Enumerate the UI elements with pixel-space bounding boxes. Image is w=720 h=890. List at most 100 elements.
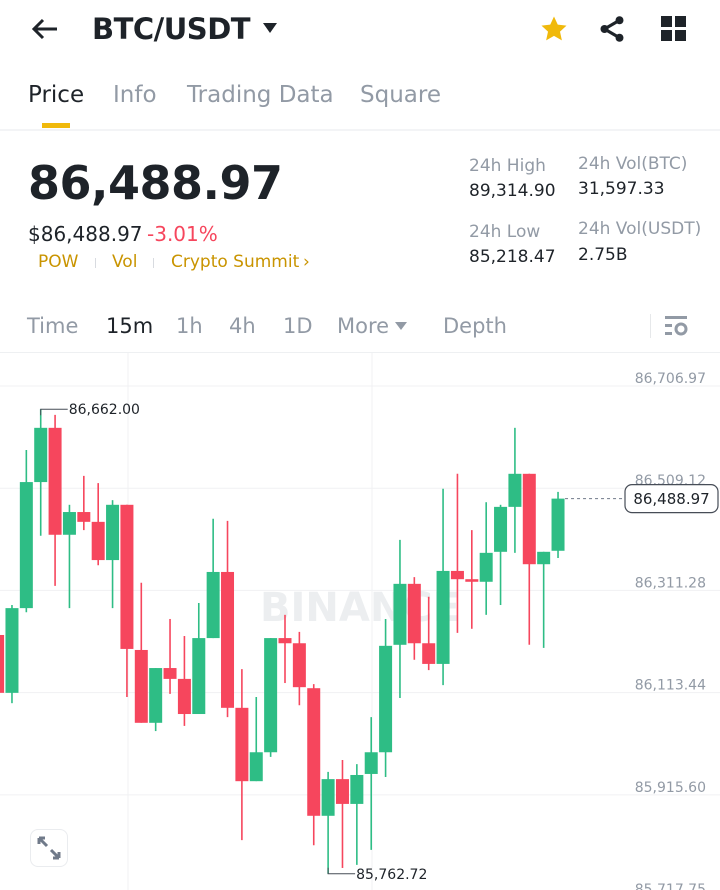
candle-body <box>5 608 19 693</box>
bearish-candle <box>235 669 249 841</box>
bearish-candle <box>407 577 421 660</box>
bearish-candle <box>221 520 235 718</box>
bearish-candle <box>91 483 105 566</box>
tag-pow[interactable]: POW <box>38 252 79 272</box>
bearish-candle <box>278 614 292 684</box>
divider <box>0 352 720 353</box>
candle-body <box>134 649 148 723</box>
candle-body <box>350 774 364 804</box>
fullscreen-button[interactable] <box>30 829 68 867</box>
low-marker-label: 85,762.72 <box>356 867 427 883</box>
more-caret-icon[interactable] <box>395 322 407 331</box>
candle-body <box>249 752 263 782</box>
interval-4h[interactable]: 4h <box>229 314 256 338</box>
divider <box>650 314 651 338</box>
candle-body <box>91 521 105 561</box>
high-label: 24h High <box>469 156 546 176</box>
interval-1h[interactable]: 1h <box>176 314 203 338</box>
candle-body <box>48 427 62 535</box>
depth-tab[interactable]: Depth <box>443 314 507 338</box>
candle-body <box>364 752 378 774</box>
tag-separator <box>95 258 96 268</box>
star-icon[interactable] <box>539 14 569 44</box>
interval-15m[interactable]: 15m <box>106 314 154 338</box>
bearish-candle <box>120 504 134 697</box>
interval-time[interactable]: Time <box>27 314 79 338</box>
candle-body <box>235 707 249 782</box>
candle-body <box>106 504 120 561</box>
candlestick-chart[interactable]: BINANCE 86,706.9786,509.1286,311.2886,11… <box>0 353 720 890</box>
tab-info[interactable]: Info <box>113 82 157 108</box>
low-label: 24h Low <box>469 222 541 242</box>
bullish-candle <box>5 605 19 704</box>
tab-square[interactable]: Square <box>360 82 441 108</box>
vol-usdt-value: 2.75B <box>578 245 628 265</box>
candle-body <box>192 638 206 715</box>
bullish-candle <box>106 500 120 609</box>
chart-settings-icon[interactable] <box>664 315 690 337</box>
candle-body <box>206 571 220 639</box>
bullish-candle <box>436 488 450 686</box>
expand-icon <box>37 836 61 860</box>
candle-body <box>335 779 349 804</box>
bullish-candle <box>149 668 163 732</box>
candle-body <box>177 678 191 715</box>
axis-label: 85,717.75 <box>635 882 706 890</box>
bullish-candle <box>350 764 364 865</box>
low-marker-line <box>327 867 356 875</box>
candle-body <box>422 643 436 664</box>
dropdown-caret-icon[interactable] <box>262 22 278 34</box>
candle-body <box>77 512 91 522</box>
low-value: 85,218.47 <box>469 247 556 267</box>
axis-label: 86,113.44 <box>635 678 706 694</box>
candle-body <box>393 583 407 645</box>
bearish-candle <box>77 475 91 531</box>
candle-body <box>551 498 565 551</box>
candle-body <box>450 570 464 580</box>
tab-price[interactable]: Price <box>28 82 85 108</box>
high-marker-label: 86,662.00 <box>69 402 140 418</box>
bearish-candle <box>422 596 436 671</box>
candle-body <box>537 551 551 565</box>
watermark: BINANCE <box>260 585 460 631</box>
bullish-candle <box>264 638 278 757</box>
bearish-candle <box>48 414 62 586</box>
bearish-candle <box>522 473 536 645</box>
bullish-candle <box>393 539 407 699</box>
candle-body <box>264 638 278 753</box>
high-value: 89,314.90 <box>469 181 556 201</box>
share-icon[interactable] <box>597 14 627 44</box>
candle-body <box>221 571 235 708</box>
high-marker-line <box>40 408 68 416</box>
candle-body <box>465 579 479 582</box>
candle-body <box>436 570 450 664</box>
candle-body <box>494 506 508 552</box>
candle-body <box>508 473 522 507</box>
active-tab-indicator <box>42 123 70 128</box>
pair-title[interactable]: BTC/USDT <box>92 12 251 46</box>
candle-body <box>62 512 76 535</box>
candle-body <box>307 688 321 816</box>
tab-trading-data[interactable]: Trading Data <box>187 82 334 108</box>
interval-more[interactable]: More <box>337 314 390 338</box>
candle-body <box>321 779 335 816</box>
bullish-candle <box>19 450 33 613</box>
current-price-label: 86,488.97 <box>633 490 709 508</box>
candle-body <box>522 473 536 565</box>
vol-usdt-label: 24h Vol(USDT) <box>578 219 702 239</box>
bearish-candle <box>134 582 148 723</box>
back-arrow-icon[interactable] <box>30 16 60 42</box>
bearish-candle <box>465 530 479 629</box>
divider <box>0 129 720 131</box>
tag-vol[interactable]: Vol <box>112 252 138 272</box>
axis-label: 86,706.97 <box>635 371 706 387</box>
chevron-right-icon[interactable]: › <box>303 252 310 272</box>
candle-body <box>292 643 306 688</box>
last-price: 86,488.97 <box>28 156 283 210</box>
bullish-candle <box>321 771 335 874</box>
axis-label: 85,915.60 <box>635 780 706 796</box>
interval-1d[interactable]: 1D <box>283 314 313 338</box>
bearish-candle <box>450 473 464 633</box>
grid-menu-icon[interactable] <box>661 16 687 42</box>
tag-crypto-summit[interactable]: Crypto Summit <box>171 252 300 272</box>
